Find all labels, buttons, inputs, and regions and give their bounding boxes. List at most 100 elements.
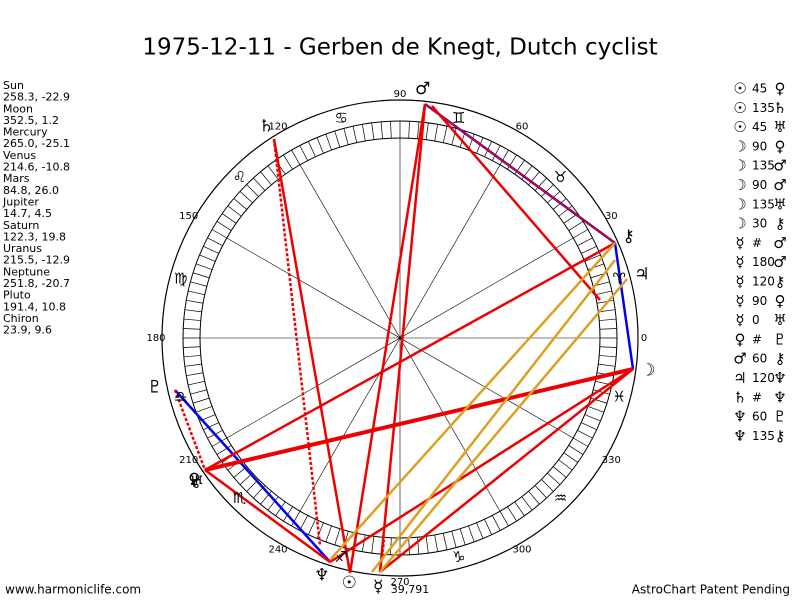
ring-tick xyxy=(267,496,279,511)
ring-tick xyxy=(442,126,448,143)
aspect-line xyxy=(371,259,616,573)
aspect-planet-a: ♀ xyxy=(735,330,746,348)
ring-tick xyxy=(425,122,429,140)
aspect-planet-b: ♂ xyxy=(773,234,786,252)
day-count: 39,791 xyxy=(391,583,430,596)
ring-tick xyxy=(190,389,207,395)
degree-label: 210 xyxy=(179,455,198,466)
aspect-planet-a: ☽ xyxy=(733,157,746,175)
ring-tick xyxy=(558,459,573,471)
planet-glyph: ♀ xyxy=(188,470,200,490)
ring-tick xyxy=(316,137,324,154)
ring-tick xyxy=(316,522,324,539)
ring-tick xyxy=(183,328,201,330)
degree-label: 150 xyxy=(179,211,198,222)
title: 1975-12-11 - Gerben de Knegt, Dutch cycl… xyxy=(142,35,657,61)
aspect-planet-a: ♄ xyxy=(733,388,746,406)
planet-name: Saturn xyxy=(3,219,39,232)
ring-tick xyxy=(361,124,366,142)
planet-coords: 258.3, -22.9 xyxy=(3,91,70,104)
zodiac-sign: ♋ xyxy=(335,109,348,127)
aspect-line xyxy=(272,138,352,574)
ring-tick xyxy=(541,184,554,197)
footer-left: www.harmoniclife.com xyxy=(5,583,141,597)
aspect-planet-a: ☽ xyxy=(733,176,746,194)
aspect-angle: # xyxy=(752,332,762,346)
aspect-angle: 135 xyxy=(752,101,775,115)
degree-label: 330 xyxy=(602,455,621,466)
planet-name: Neptune xyxy=(3,265,50,278)
planet-coords: 215.5, -12.9 xyxy=(3,254,70,267)
aspect-planet-a: ♂ xyxy=(733,350,746,368)
aspect-lines xyxy=(173,102,635,574)
ring-tick xyxy=(239,191,253,204)
ring-tick xyxy=(599,328,617,330)
ring-tick xyxy=(425,536,429,554)
ring-tick xyxy=(568,445,584,455)
aspect-planet-b: ♀ xyxy=(775,80,786,98)
aspect-line xyxy=(378,103,427,573)
ring-tick xyxy=(484,519,493,535)
aspect-planet-b: ♂ xyxy=(773,253,786,271)
planet-coords: 84.8, 26.0 xyxy=(3,184,59,197)
aspect-planet-a: ☿ xyxy=(735,311,744,329)
aspect-planet-b: ♇ xyxy=(773,408,786,426)
aspect-planet-a: ♆ xyxy=(733,427,746,445)
ring-tick xyxy=(246,184,259,197)
aspect-line xyxy=(348,103,427,574)
aspect-line xyxy=(329,367,634,564)
aspect-line xyxy=(379,278,628,573)
zodiac-sign: ♉ xyxy=(554,168,567,186)
aspect-line xyxy=(379,368,634,573)
aspect-angle: 180 xyxy=(752,255,775,269)
planet-coords: 122.3, 19.8 xyxy=(3,230,66,243)
aspect-angle: 0 xyxy=(752,313,760,327)
ring-tick xyxy=(514,501,525,516)
ring-tick xyxy=(291,511,301,527)
ring-tick xyxy=(598,363,616,367)
planet-glyph: ♂ xyxy=(415,79,430,99)
aspect-angle: 135 xyxy=(752,197,775,211)
aspect-planet-b: ♆ xyxy=(773,388,786,406)
ring-tick xyxy=(211,229,227,239)
aspect-planet-b: ⚷ xyxy=(775,427,786,445)
zodiac-sign: ♌ xyxy=(233,168,246,186)
planet-coords: 352.5, 1.2 xyxy=(3,114,59,127)
ring-tick xyxy=(507,506,517,522)
aspect-planet-b: ♄ xyxy=(773,99,786,117)
ring-tick xyxy=(207,237,223,246)
spoke xyxy=(226,237,574,439)
planet-name: Mercury xyxy=(3,126,48,139)
aspect-planet-b: ♅ xyxy=(773,311,786,329)
ring-tick xyxy=(380,121,383,139)
ring-tick xyxy=(587,406,605,413)
ring-tick xyxy=(492,145,501,161)
aspect-planet-a: ☽ xyxy=(733,195,746,213)
ring-tick xyxy=(203,245,219,254)
ring-tick xyxy=(192,272,210,279)
zodiac-sign: ♊ xyxy=(452,109,465,127)
planet-name: Moon xyxy=(3,102,33,115)
planet-glyph: ☽ xyxy=(640,361,655,381)
planet-glyph: ☉ xyxy=(342,573,357,593)
planet-glyph: ♅ xyxy=(189,473,204,493)
ring-tick xyxy=(188,290,205,296)
zodiac-sign: ♈ xyxy=(613,270,626,288)
planet-coords: 265.0, -25.1 xyxy=(3,137,70,150)
aspect-planet-a: ☿ xyxy=(735,234,744,252)
ring-tick xyxy=(552,466,567,478)
ring-tick xyxy=(584,254,601,262)
ring-tick xyxy=(299,515,308,531)
ring-tick xyxy=(595,290,612,296)
ring-tick xyxy=(577,430,593,439)
aspect-planet-b: ♀ xyxy=(775,137,786,155)
ring-tick xyxy=(434,534,439,552)
ring-tick xyxy=(325,525,332,543)
aspect-planet-b: ♅ xyxy=(773,118,786,136)
aspect-angle: # xyxy=(752,390,762,404)
ring-tick xyxy=(521,496,533,511)
aspect-line xyxy=(613,242,635,370)
aspect-planet-a: ☽ xyxy=(733,215,746,233)
aspect-planet-b: ⚷ xyxy=(775,215,786,233)
ring-tick xyxy=(307,141,316,157)
